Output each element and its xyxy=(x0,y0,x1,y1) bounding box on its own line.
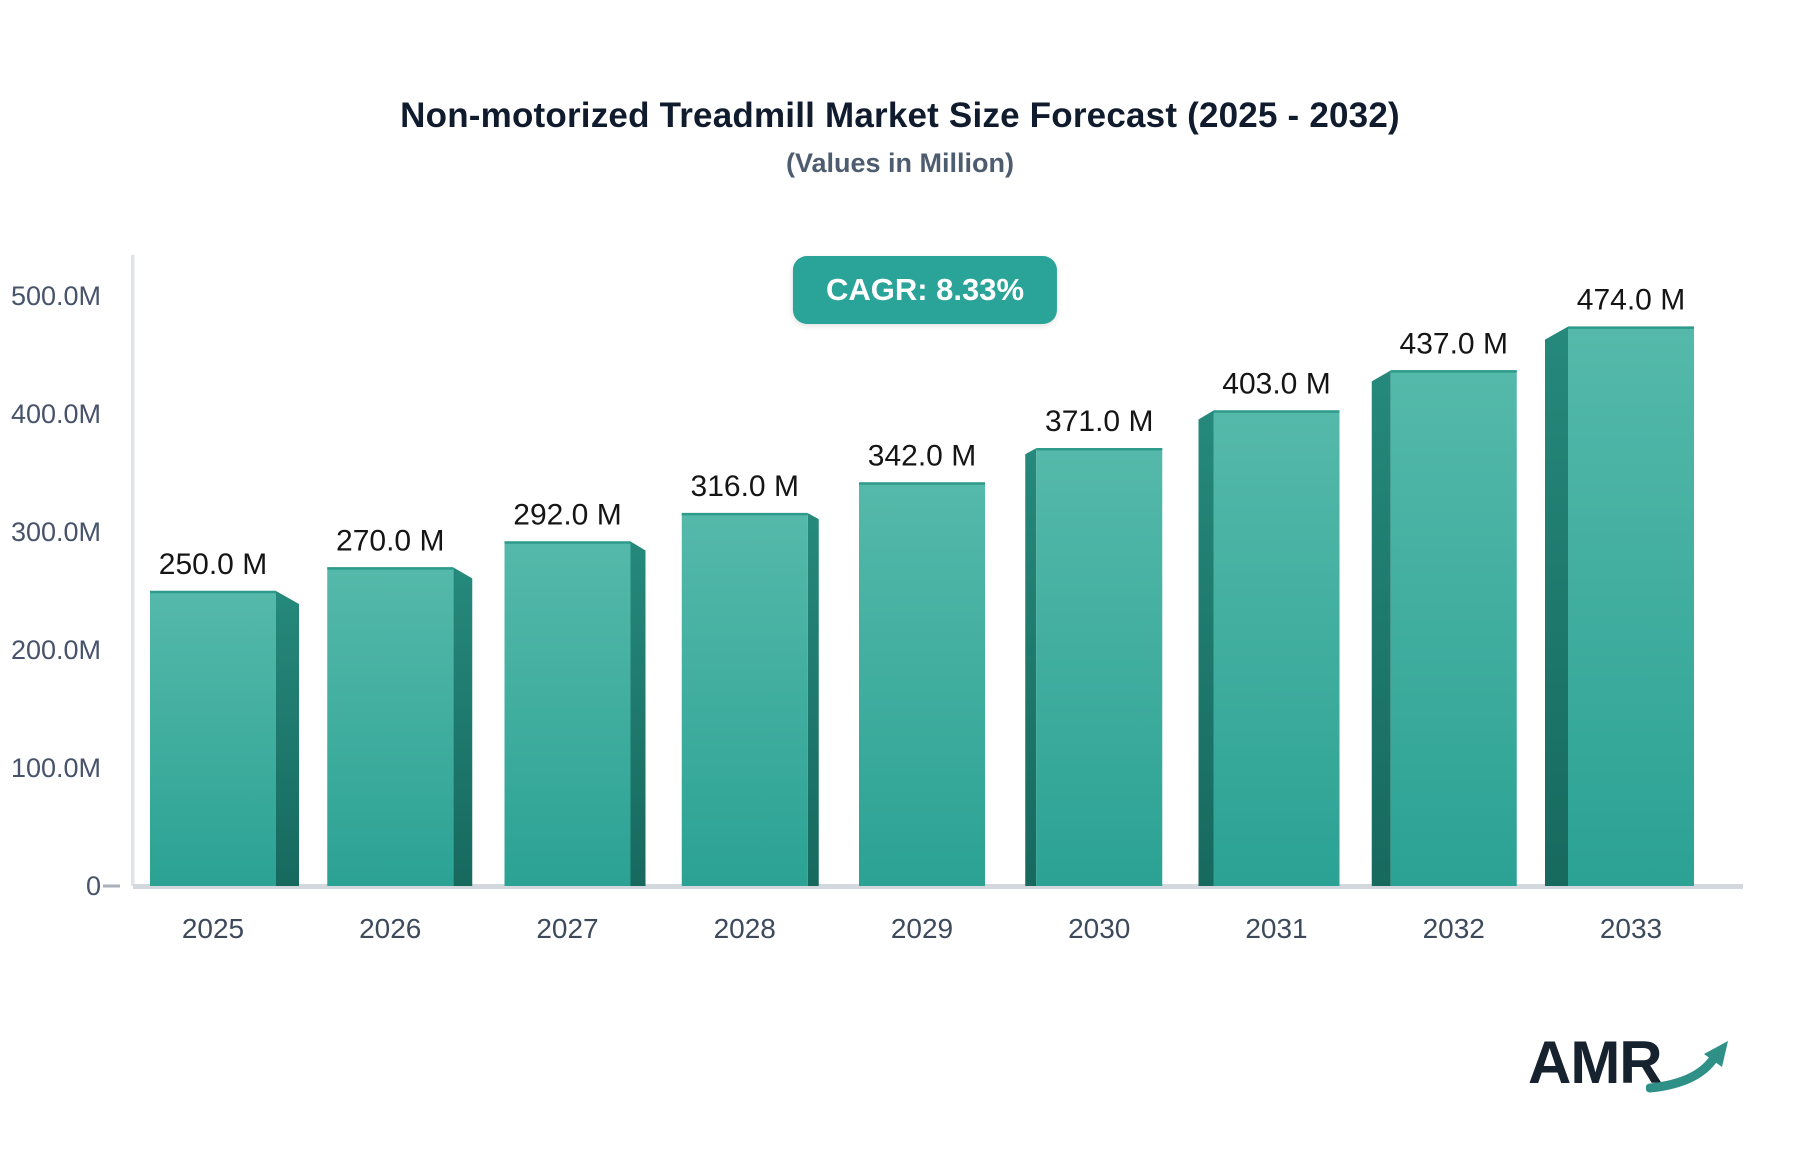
amr-logo-text: AMR xyxy=(1528,1029,1663,1096)
x-axis-label: 2027 xyxy=(536,913,598,944)
bar-side-face xyxy=(1371,370,1391,887)
x-axis-label: 2031 xyxy=(1245,913,1307,944)
bar-2028 xyxy=(681,513,808,886)
amr-logo: AMR xyxy=(1528,1032,1738,1096)
bar-2031 xyxy=(1213,410,1340,886)
y-axis-label: 0 xyxy=(86,871,101,901)
x-axis-label: 2028 xyxy=(714,913,776,944)
bar-value-label: 342.0 M xyxy=(868,439,976,472)
bar-2027 xyxy=(504,541,631,886)
bar-side-face xyxy=(276,591,299,886)
bar-value-label: 250.0 M xyxy=(159,548,267,581)
x-axis-label: 2033 xyxy=(1600,913,1662,944)
bar-2029 xyxy=(859,482,985,886)
bar-value-label: 474.0 M xyxy=(1577,284,1685,317)
bar-side-face xyxy=(453,567,473,886)
chart-subtitle: (Values in Million) xyxy=(785,148,1015,178)
bar-value-label: 437.0 M xyxy=(1400,327,1508,360)
bar-value-label: 292.0 M xyxy=(513,498,621,531)
bar-value-label: 270.0 M xyxy=(336,524,444,557)
bar-2025 xyxy=(150,591,276,886)
y-axis-line xyxy=(131,255,135,886)
bar-chart: 500.0M 400.0M 300.0M 200.0M 100.0M 0 250.0 M 20… xyxy=(11,255,1743,944)
y-axis-label: 300.0M xyxy=(11,517,101,547)
x-axis-label: 2025 xyxy=(182,913,244,944)
bar-side-face xyxy=(630,541,646,886)
axis-layer xyxy=(103,255,1743,889)
bar-2030 xyxy=(1036,448,1163,886)
bar-2032 xyxy=(1390,370,1517,887)
x-axis-label: 2032 xyxy=(1423,913,1485,944)
cagr-badge: CAGR: 8.33% xyxy=(792,256,1058,324)
amr-logo-arrow-icon xyxy=(1645,1041,1728,1093)
bar-value-label: 371.0 M xyxy=(1045,405,1153,438)
labels-layer: 500.0M 400.0M 300.0M 200.0M 100.0M 0 250.0 M 20… xyxy=(11,281,1685,944)
bar-2033 xyxy=(1568,326,1694,886)
y-axis-label: 100.0M xyxy=(11,753,101,783)
x-axis-label: 2030 xyxy=(1068,913,1130,944)
bar-2026 xyxy=(327,567,454,886)
bar-value-label: 403.0 M xyxy=(1222,367,1330,400)
x-axis-label: 2029 xyxy=(891,913,953,944)
bars-layer xyxy=(150,326,1694,887)
y-axis-label: 500.0M xyxy=(11,281,101,311)
x-axis-label: 2026 xyxy=(359,913,421,944)
chart-title: Non-motorized Treadmill Market Size Fore… xyxy=(400,96,1400,135)
bar-value-label: 316.0 M xyxy=(691,470,799,503)
x-axis-baseline xyxy=(133,884,1743,889)
y-axis-label: 400.0M xyxy=(11,399,101,429)
bar-side-face xyxy=(1545,326,1568,886)
bar-side-face xyxy=(1198,410,1214,886)
bar-side-face xyxy=(1025,448,1037,886)
y-axis-label: 200.0M xyxy=(11,635,101,665)
bar-side-face xyxy=(807,513,819,886)
